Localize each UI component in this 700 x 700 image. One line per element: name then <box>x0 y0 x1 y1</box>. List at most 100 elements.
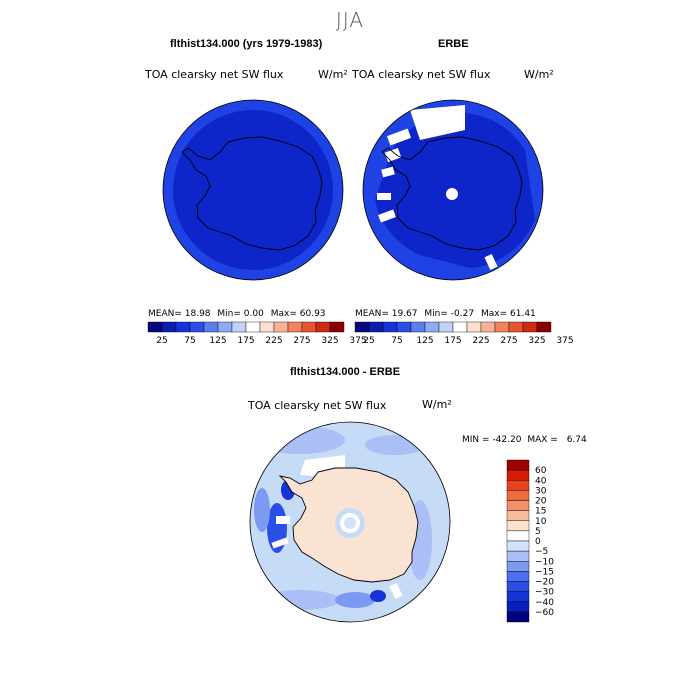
colorbar-tick-label: −20 <box>535 578 554 588</box>
colorbar-tick-label: 175 <box>444 336 461 346</box>
panel-diff-map <box>249 421 451 623</box>
panel-obs-title: ERBE <box>438 38 469 50</box>
colorbar-tick-label: 125 <box>209 336 226 346</box>
panel-obs-units: W/m² <box>524 68 554 81</box>
colorbar-tick-label: 375 <box>556 336 573 346</box>
colorbar-swatch <box>438 321 454 333</box>
colorbar-tick-label: 75 <box>184 336 195 346</box>
panel-obs-subtitle: TOA clearsky net SW flux <box>352 68 491 81</box>
colorbar-tick-label: 15 <box>535 507 546 517</box>
missing-data-patches <box>377 105 498 271</box>
panel-model-subtitle: TOA clearsky net SW flux <box>145 68 284 81</box>
colorbar-tick-label: −30 <box>535 588 554 598</box>
panel-model-stats: MEAN= 18.98 Min= 0.00 Max= 60.93 <box>148 309 326 319</box>
min-label: Min= <box>424 309 448 319</box>
diff-field <box>254 426 432 610</box>
colorbar-swatch <box>506 520 530 532</box>
colorbar-swatch <box>506 591 530 602</box>
figure-title: JJA <box>335 8 365 32</box>
colorbar-swatch <box>382 321 398 333</box>
colorbar-swatch <box>506 550 530 562</box>
colorbar-swatch <box>315 321 331 333</box>
min-value: 0.00 <box>243 309 264 319</box>
colorbar-swatch <box>424 321 440 333</box>
colorbar-tick-label: −40 <box>535 598 554 608</box>
colorbar-tick-label: 275 <box>293 336 310 346</box>
colorbar-swatch <box>506 469 530 481</box>
panel-obs-map <box>362 99 544 281</box>
colorbar-tick-label: 375 <box>349 336 366 346</box>
colorbar-swatch <box>506 611 530 623</box>
colorbar-swatch <box>506 459 530 471</box>
colorbar-swatch <box>506 581 530 592</box>
colorbar-swatch <box>147 321 163 333</box>
panel-diff-stats: MIN = -42.20 MAX = 6.74 <box>462 435 587 445</box>
panel-obs-colorbar: 25 75 125 175 225 275 325 375 <box>354 321 574 346</box>
colorbar-swatch <box>536 321 552 333</box>
map-border <box>249 421 451 623</box>
panel-model-colorbar: 25 75 125 175 225 275 325 375 <box>147 321 367 346</box>
colorbar-swatch <box>396 321 412 333</box>
max-value: 61.41 <box>510 309 536 319</box>
colorbar-swatch <box>189 321 205 333</box>
antarctica-coastline <box>381 136 523 251</box>
max-label: Max= <box>480 309 508 319</box>
colorbar-swatch <box>494 321 510 333</box>
colorbar-tick-label: 325 <box>321 336 338 346</box>
colorbar-swatch <box>175 321 191 333</box>
colorbar-swatch <box>287 321 303 333</box>
antarctica-coastline <box>181 136 323 251</box>
colorbar-swatch <box>231 321 247 333</box>
panel-diff-units: W/m² <box>422 398 452 411</box>
colorbar-tick-label: 25 <box>156 336 167 346</box>
colorbar-swatch <box>506 500 530 511</box>
colorbar-swatch <box>506 490 530 501</box>
colorbar-swatch <box>329 321 345 333</box>
colorbar-tick-label: 10 <box>535 517 547 527</box>
colorbar-swatch <box>273 321 289 333</box>
min-label: Min= <box>217 309 241 319</box>
colorbar-tick-label: 60 <box>535 466 547 476</box>
colorbar-swatch <box>506 601 530 613</box>
min-value: -0.27 <box>450 309 475 319</box>
panel-obs-stats: MEAN= 19.67 Min= -0.27 Max= 61.41 <box>355 309 536 319</box>
mean-label: MEAN= <box>148 309 182 319</box>
colorbar-tick-label: −60 <box>535 608 554 618</box>
colorbar-tick-label: −10 <box>535 557 554 567</box>
max-value: 6.74 <box>566 435 587 445</box>
colorbar-tick-label: 25 <box>363 336 374 346</box>
colorbar-swatch <box>466 321 482 333</box>
map-border <box>362 99 544 281</box>
colorbar-swatch <box>301 321 317 333</box>
colorbar-tick-label: 275 <box>500 336 517 346</box>
colorbar-swatch <box>522 321 538 333</box>
colorbar-tick-label: 0 <box>535 537 541 547</box>
antarctica-coastline <box>278 467 419 583</box>
colorbar-swatch <box>506 540 530 552</box>
colorbar-swatch <box>203 321 219 333</box>
colorbar-tick-label: 5 <box>535 527 541 537</box>
max-value: 60.93 <box>299 309 326 319</box>
colorbar-tick-label: 225 <box>472 336 489 346</box>
colorbar-swatch <box>259 321 275 333</box>
panel-model-title: flthist134.000 (yrs 1979-1983) <box>170 38 323 50</box>
colorbar-swatch <box>506 530 530 542</box>
colorbar-swatch <box>368 321 384 333</box>
colorbar-swatch <box>161 321 177 333</box>
panel-diff-subtitle: TOA clearsky net SW flux <box>248 399 387 412</box>
panel-diff-title: flthist134.000 - ERBE <box>290 366 401 378</box>
colorbar-swatch <box>506 480 530 491</box>
colorbar-tick-label: 325 <box>528 336 545 346</box>
colorbar-tick-label: 20 <box>535 497 547 507</box>
colorbar-swatch <box>217 321 233 333</box>
colorbar-swatch <box>354 321 370 333</box>
max-label: MAX = <box>527 435 558 445</box>
colorbar-tick-label: 40 <box>535 476 547 486</box>
colorbar-swatch <box>506 571 530 582</box>
colorbar-tick-label: 30 <box>535 486 547 496</box>
map-border <box>162 99 344 281</box>
colorbar-swatch <box>480 321 496 333</box>
colorbar-tick-label: 175 <box>237 336 254 346</box>
mean-value: 19.67 <box>391 309 418 319</box>
